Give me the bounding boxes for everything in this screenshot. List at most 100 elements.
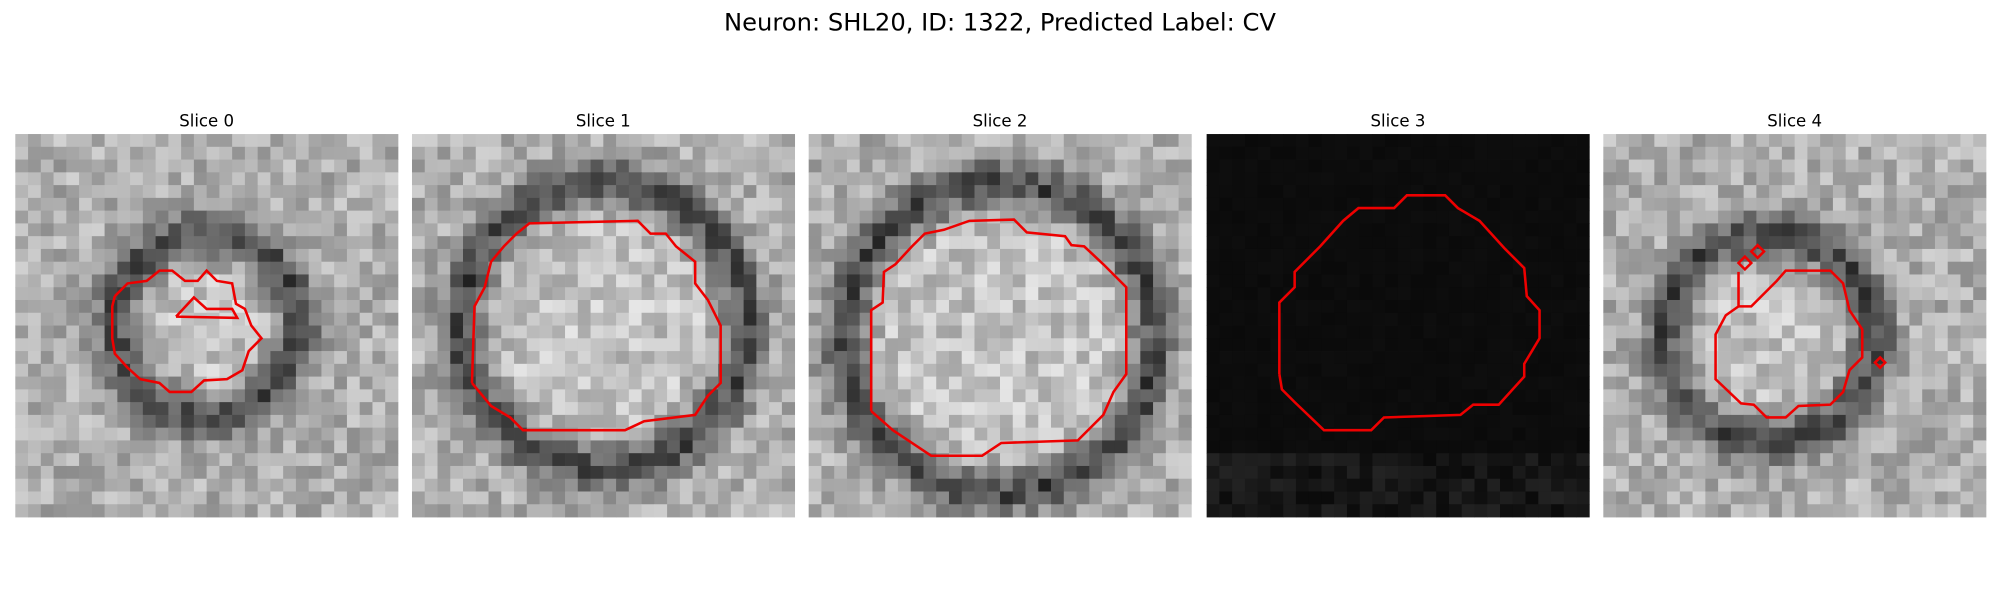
pixel (321, 146, 335, 160)
pixel (616, 159, 630, 173)
pixel (1270, 236, 1284, 250)
pixel (679, 478, 693, 492)
pixel (1140, 312, 1154, 326)
pixel (628, 146, 642, 160)
pixel (1257, 159, 1271, 173)
pixel (834, 414, 848, 429)
pixel (1705, 210, 1719, 224)
pixel (1576, 402, 1590, 416)
pixel (488, 427, 502, 441)
pixel (168, 236, 182, 250)
pixel (1000, 172, 1014, 186)
pixel (91, 389, 105, 403)
pixel (1063, 274, 1077, 288)
pixel (834, 248, 848, 263)
pixel (1603, 351, 1617, 365)
pixel (948, 134, 963, 148)
pixel (1576, 287, 1590, 301)
pixel (654, 287, 668, 301)
pixel (1461, 134, 1475, 148)
pixel (424, 465, 438, 480)
pixel (501, 491, 515, 505)
pixel (1922, 363, 1936, 377)
pixel (1000, 274, 1014, 288)
pixel (372, 197, 386, 212)
pixel (1807, 300, 1821, 314)
pixel (821, 248, 835, 263)
pixel (1576, 185, 1590, 199)
pixel (372, 376, 386, 390)
pixel (1334, 504, 1348, 518)
pixel (552, 312, 566, 326)
pixel (1896, 414, 1910, 429)
pixel (974, 185, 988, 199)
pixel (565, 312, 579, 326)
pixel (1461, 491, 1475, 505)
pixel (91, 427, 105, 441)
pixel (295, 389, 310, 403)
pixel (334, 300, 348, 314)
pixel (1922, 172, 1936, 186)
pixel (1140, 427, 1154, 441)
pixel (1089, 287, 1103, 301)
pixel (1947, 363, 1961, 377)
pixel (1359, 414, 1373, 429)
pixel (66, 491, 80, 505)
pixel (718, 134, 732, 148)
pixel (1973, 197, 1987, 212)
pixel (1423, 427, 1437, 441)
pixel (1973, 146, 1987, 160)
pixel (872, 389, 886, 403)
pixel (66, 504, 80, 518)
pixel (1423, 363, 1437, 377)
pixel (808, 414, 822, 429)
pixel (1257, 300, 1271, 314)
pixel (1960, 453, 1974, 467)
pixel (334, 491, 348, 505)
pixel (79, 134, 93, 148)
pixel (1283, 223, 1297, 237)
pixel (437, 351, 451, 365)
pixel (385, 453, 399, 467)
pixel (219, 427, 233, 441)
pixel (846, 312, 861, 326)
pixel (590, 389, 604, 403)
pixel (1551, 197, 1565, 212)
pixel (1551, 159, 1565, 173)
pixel (1000, 312, 1014, 326)
pixel (411, 197, 426, 212)
pixel (526, 261, 540, 275)
pixel (1525, 465, 1539, 480)
pixel (1845, 491, 1859, 505)
pixel (463, 402, 477, 416)
pixel (1947, 504, 1961, 518)
pixel (181, 414, 195, 429)
pixel (117, 197, 131, 212)
pixel (1000, 453, 1014, 467)
pixel (1076, 134, 1090, 148)
pixel (15, 453, 29, 467)
pixel (552, 197, 566, 212)
pixel (1025, 325, 1039, 339)
pixel (1692, 504, 1706, 518)
pixel (206, 440, 220, 454)
pixel (603, 236, 617, 250)
pixel (1551, 261, 1565, 275)
pixel (718, 465, 732, 480)
pixel (359, 312, 373, 326)
pixel (206, 491, 220, 505)
pixel (463, 146, 477, 160)
pixel (475, 185, 489, 199)
pixel (308, 440, 322, 454)
pixel (730, 325, 745, 339)
pixel (552, 325, 566, 339)
pixel (117, 300, 131, 314)
pixel (1012, 146, 1026, 160)
pixel (1692, 134, 1706, 148)
pixel (1410, 210, 1424, 224)
pixel (1397, 261, 1412, 275)
pixel (1308, 146, 1322, 160)
pixel (808, 274, 822, 288)
pixel (257, 146, 271, 160)
pixel (872, 210, 886, 224)
